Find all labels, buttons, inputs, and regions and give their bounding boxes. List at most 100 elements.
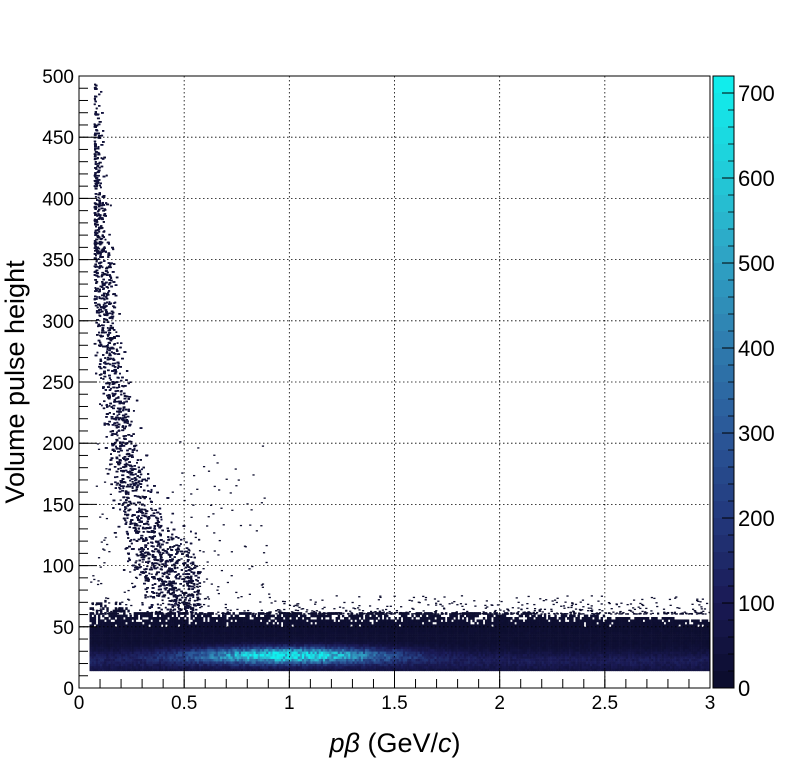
- density-cell: [379, 651, 383, 655]
- density-cell: [444, 651, 448, 655]
- density-cell: [93, 617, 97, 620]
- density-cell: [257, 629, 261, 632]
- density-cell: [545, 631, 549, 635]
- density-cell: [491, 646, 494, 650]
- density-cell: [522, 612, 526, 615]
- density-cell: [104, 646, 107, 650]
- density-cell: [398, 636, 402, 640]
- density-cell: [318, 665, 322, 669]
- density-cell: [459, 665, 463, 669]
- density-cell: [156, 634, 160, 637]
- density-cell: [272, 614, 275, 618]
- density-cell: [411, 661, 414, 664]
- density-cell: [318, 621, 322, 625]
- density-cell: [156, 639, 160, 642]
- density-cell: [398, 639, 402, 642]
- density-cell: [251, 643, 254, 647]
- density-cell: [325, 651, 328, 655]
- density-cell: [360, 617, 364, 620]
- density-cell: [455, 617, 458, 620]
- density-cell: [512, 651, 515, 655]
- density-cell: [447, 617, 450, 620]
- density-cell: [249, 656, 252, 659]
- density-cell: [247, 641, 250, 645]
- density-cell: [531, 665, 534, 669]
- density-cell: [520, 661, 524, 664]
- density-cell: [512, 653, 515, 657]
- density-cell: [209, 653, 212, 657]
- density-cell: [417, 639, 421, 642]
- density-cell: [245, 648, 248, 652]
- density-cell: [405, 658, 408, 662]
- density-cell: [539, 663, 543, 667]
- density-cell: [297, 612, 301, 615]
- density-cell: [257, 639, 261, 642]
- density-cell: [430, 661, 433, 664]
- density-cell: [217, 614, 221, 618]
- density-cell: [360, 653, 364, 657]
- density-cell: [466, 614, 469, 618]
- density-cell: [240, 626, 244, 630]
- density-cell: [205, 651, 208, 655]
- density-cell: [489, 629, 492, 632]
- density-cell: [369, 653, 372, 657]
- density-cell: [102, 643, 105, 647]
- density-cell: [280, 653, 284, 657]
- density-cell: [329, 617, 332, 620]
- density-cell: [362, 648, 366, 652]
- density-cell: [459, 646, 463, 650]
- density-cell: [184, 631, 187, 635]
- density-cell: [344, 629, 347, 632]
- density-cell: [474, 656, 477, 659]
- density-cell: [121, 648, 124, 652]
- density-cell: [510, 643, 513, 647]
- density-cell: [316, 643, 320, 647]
- density-cell: [146, 668, 149, 672]
- density-cell: [123, 624, 126, 628]
- density-cell: [413, 648, 416, 652]
- density-cell: [335, 631, 339, 635]
- density-cell: [333, 668, 336, 672]
- density-cell: [125, 641, 128, 645]
- density-cell: [350, 614, 353, 618]
- density-cell: [514, 617, 517, 620]
- density-cell: [402, 641, 406, 645]
- density-cell: [194, 612, 198, 615]
- density-cell: [245, 634, 248, 637]
- density-cell: [531, 636, 534, 640]
- density-cell: [272, 668, 275, 672]
- density-cell: [234, 626, 238, 630]
- density-cell: [550, 663, 553, 667]
- density-cell: [503, 634, 507, 637]
- density-cell: [470, 626, 473, 630]
- density-cell: [417, 665, 421, 669]
- density-cell: [102, 648, 105, 652]
- density-cell: [314, 646, 317, 650]
- density-cell: [474, 636, 477, 640]
- density-cell: [106, 663, 109, 667]
- density-cell: [196, 648, 200, 652]
- density-cell: [550, 653, 553, 657]
- density-cell: [505, 631, 509, 635]
- density-cell: [386, 648, 389, 652]
- density-cell: [362, 651, 366, 655]
- density-cell: [430, 619, 433, 623]
- density-cell: [152, 624, 156, 628]
- density-cell: [533, 653, 536, 657]
- density-cell: [386, 661, 389, 664]
- density-cell: [240, 653, 244, 657]
- density-cell: [217, 643, 221, 647]
- density-cell: [522, 656, 526, 659]
- density-cell: [453, 629, 456, 632]
- density-cell: [175, 621, 179, 625]
- density-cell: [478, 665, 482, 669]
- density-cell: [398, 617, 402, 620]
- density-cell: [480, 651, 484, 655]
- density-cell: [177, 663, 181, 667]
- density-cell: [188, 651, 191, 655]
- density-cell: [116, 631, 120, 635]
- density-cell: [137, 641, 141, 645]
- density-cell: [348, 619, 351, 623]
- density-cell: [253, 665, 256, 669]
- density-cell: [367, 653, 370, 657]
